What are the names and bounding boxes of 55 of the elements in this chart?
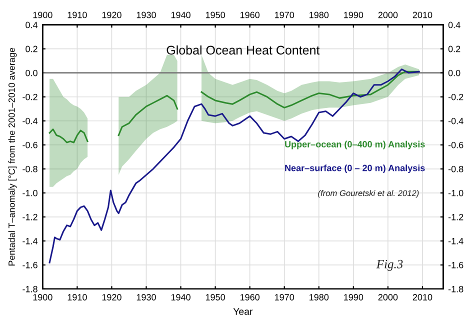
y-tick-label: -1.2 xyxy=(22,214,38,220)
x-tick-label: 1980 xyxy=(310,294,329,300)
y2-tick-label: -0.4 xyxy=(448,118,464,124)
x-tick-label: 1900 xyxy=(33,294,52,300)
y-tick-label: -1.4 xyxy=(22,238,38,244)
x-tick-label: 1990 xyxy=(344,294,364,300)
x2-tick-label: 1960 xyxy=(240,12,260,18)
y2-tick-label: 0.0 xyxy=(448,70,460,76)
x-tick-label: 1930 xyxy=(136,294,156,300)
x2-tick-label: 2000 xyxy=(378,12,398,18)
x-tick-label: 2010 xyxy=(412,294,432,300)
x-tick-label: 1910 xyxy=(68,294,87,300)
y2-tick-label: -0.6 xyxy=(448,142,464,148)
x2-tick-label: 1970 xyxy=(275,12,294,18)
y-tick-label: -1.8 xyxy=(22,286,38,292)
text: Global Ocean Heat Content xyxy=(166,45,320,55)
annotation: Fig.3 xyxy=(376,260,403,271)
x2-tick-label: 1920 xyxy=(102,12,122,18)
y-tick-label: -0.2 xyxy=(22,94,38,100)
y-tick-label: -0.8 xyxy=(22,166,38,172)
x-tick-label: 1920 xyxy=(102,294,122,300)
y-tick-label: 0.0 xyxy=(26,70,38,76)
x2-tick-label: 1910 xyxy=(68,12,87,18)
y-tick-label: -1.6 xyxy=(22,262,38,268)
y-tick-label: -0.6 xyxy=(22,142,38,148)
x-tick-label: 1960 xyxy=(240,294,260,300)
y-tick-label: 0.2 xyxy=(26,46,38,52)
x2-tick-label: 1980 xyxy=(310,12,329,18)
x-tick-label: 1970 xyxy=(275,294,294,300)
x2-tick-label: 1990 xyxy=(344,12,364,18)
y2-tick-label: -1.6 xyxy=(448,262,464,268)
y2-tick-label: -1.0 xyxy=(448,190,464,196)
x2-tick-label: 1950 xyxy=(206,12,225,18)
y-tick-label: -1.0 xyxy=(22,190,38,196)
x2-tick-label: 1900 xyxy=(33,12,52,18)
text: Near–surface (0 – 20 m) Analysis xyxy=(285,164,425,173)
y-tick-label: 0.4 xyxy=(26,22,38,28)
y2-tick-label: -1.4 xyxy=(448,238,464,244)
y2-tick-label: -0.8 xyxy=(448,166,464,172)
y2-tick-label: -0.2 xyxy=(448,94,464,100)
y2-tick-label: -1.8 xyxy=(448,286,464,292)
x2-tick-label: 2010 xyxy=(412,12,432,18)
x-axis-title: Year xyxy=(233,308,253,315)
y-tick-label: -0.4 xyxy=(22,118,38,124)
y2-tick-label: -1.2 xyxy=(448,214,464,220)
annotation: (from Gouretski et al. 2012) xyxy=(318,190,419,198)
y2-tick-label: 0.4 xyxy=(448,22,460,28)
x2-tick-label: 1940 xyxy=(171,12,190,18)
text: Upper–ocean (0–400 m) Analysis xyxy=(285,140,425,150)
x-tick-label: 2000 xyxy=(378,294,398,300)
x-tick-label: 1940 xyxy=(171,294,190,300)
x2-tick-label: 1930 xyxy=(136,12,156,18)
y2-tick-label: 0.2 xyxy=(448,46,460,52)
x-tick-label: 1950 xyxy=(206,294,225,300)
y-axis-title: Pentadal T–anomaly [°C] from the 2001–2010 average xyxy=(8,48,17,266)
